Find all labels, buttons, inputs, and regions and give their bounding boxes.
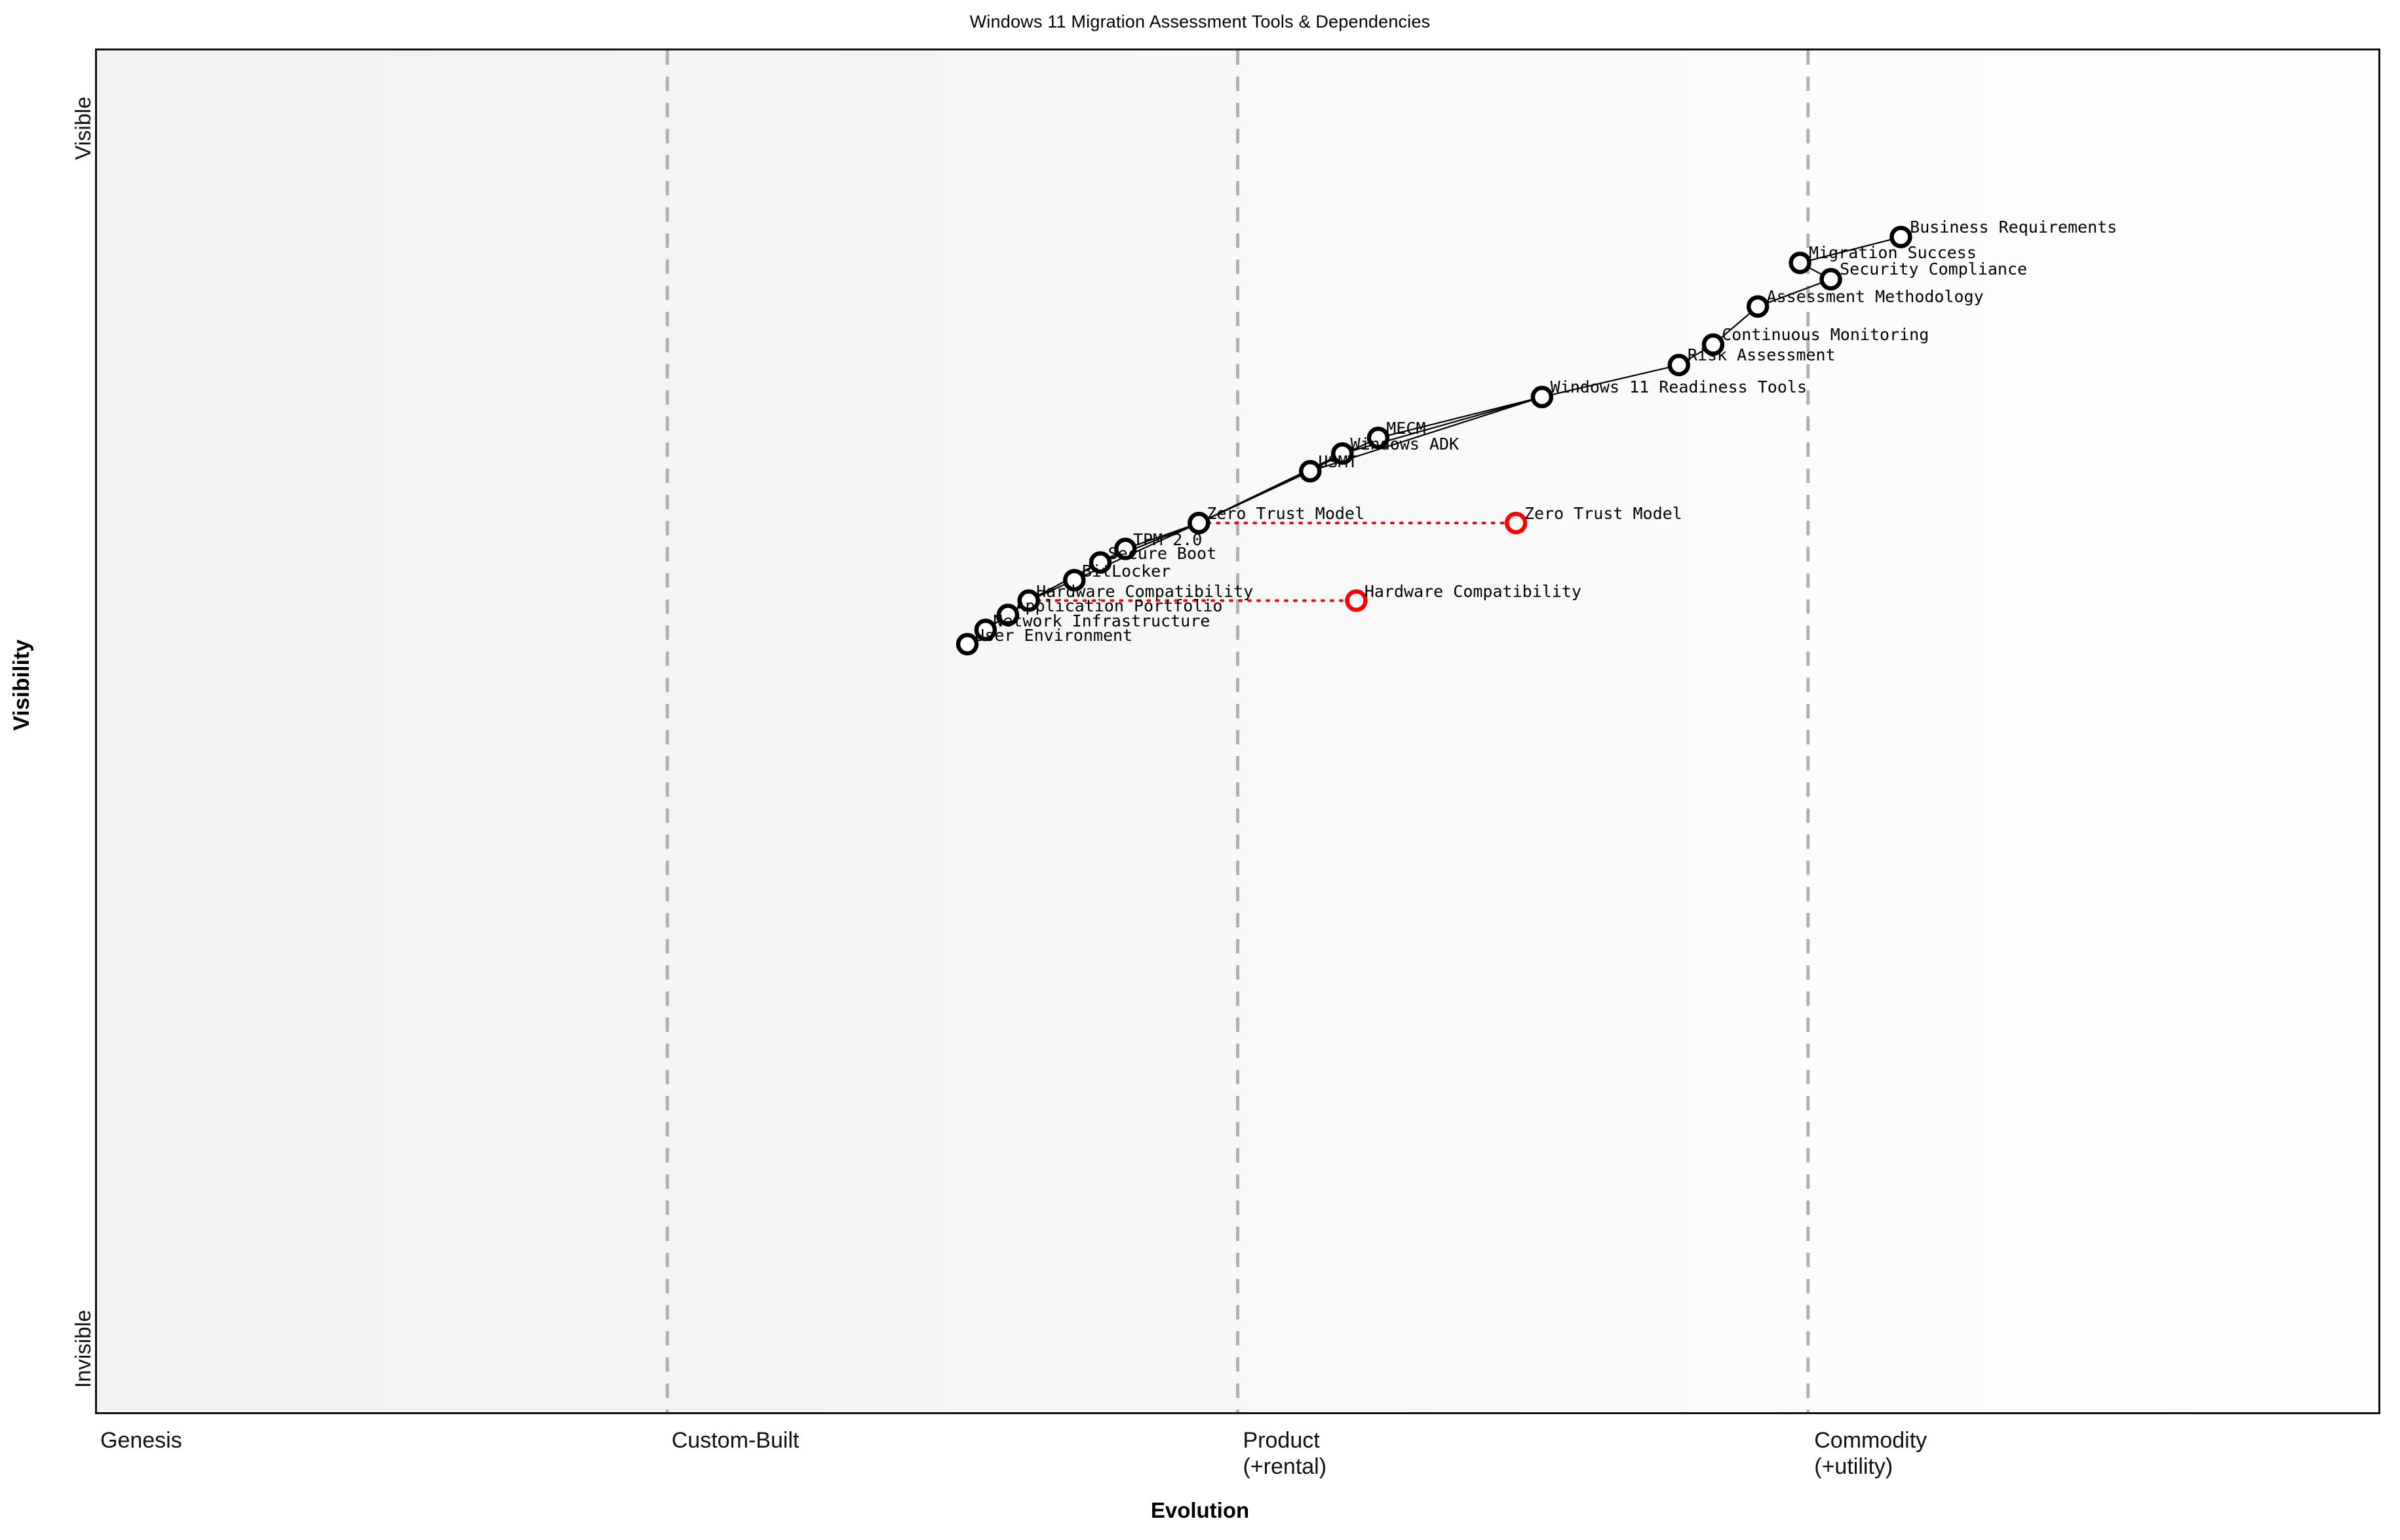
map-node-risk_assessment[interactable] <box>1667 353 1690 377</box>
map-node-bitlocker[interactable] <box>1063 569 1086 592</box>
map-node-usmt[interactable] <box>1298 459 1322 483</box>
map-node-mecm[interactable] <box>1366 426 1390 450</box>
dependency-link <box>1378 396 1543 439</box>
plot-area <box>95 48 2380 1414</box>
map-node-continuous_monitoring[interactable] <box>1701 333 1725 356</box>
map-node-security_compliance[interactable] <box>1819 267 1842 291</box>
map-node-tpm_20[interactable] <box>1114 537 1137 560</box>
dependency-link <box>1757 279 1831 307</box>
map-node-hardware_compatibility[interactable] <box>1017 589 1040 612</box>
x-tick-1: Custom-Built <box>671 1428 800 1453</box>
map-node-windows11_readiness[interactable] <box>1530 385 1554 409</box>
x-tick-2: Product (+rental) <box>1243 1428 1327 1480</box>
x-tick-0: Genesis <box>100 1428 182 1453</box>
y-tick-0: Visible <box>71 96 95 160</box>
dependency-link <box>1198 471 1311 524</box>
evolution-gridlines <box>665 50 1810 1412</box>
dependency-link <box>1100 522 1199 564</box>
map-canvas <box>665 50 1912 1412</box>
map-node-secure_boot[interactable] <box>1089 551 1112 574</box>
evolved-node-hardware_compatibility_future[interactable] <box>1345 589 1368 612</box>
map-node-migration_success[interactable] <box>1789 251 1811 275</box>
x-axis-label: Evolution <box>1150 1498 1250 1522</box>
map-node-assessment_methodology[interactable] <box>1746 295 1770 318</box>
dependency-link <box>1800 236 1901 264</box>
map-node-business_requirements[interactable] <box>1889 225 1912 248</box>
map-node-network_infrastructure[interactable] <box>974 618 997 642</box>
map-node-user_environment[interactable] <box>956 632 979 656</box>
dependency-link <box>1541 364 1679 398</box>
map-node-windows_adk[interactable] <box>1331 442 1354 465</box>
map-nodes[interactable] <box>956 225 1912 656</box>
dependency-link <box>1074 522 1199 581</box>
evolved-node-zero_trust_model_future[interactable] <box>1504 511 1528 535</box>
map-node-zero_trust_model[interactable] <box>1188 511 1210 535</box>
y-axis-label: Visibility <box>9 639 34 731</box>
y-tick-1: Invisible <box>71 1309 95 1388</box>
page-title: Windows 11 Migration Assessment Tools & … <box>969 12 1431 31</box>
evolution-arrows <box>1027 522 1518 602</box>
map-node-application_portfolio[interactable] <box>996 604 1020 626</box>
x-tick-3: Commodity (+utility) <box>1814 1428 1927 1480</box>
